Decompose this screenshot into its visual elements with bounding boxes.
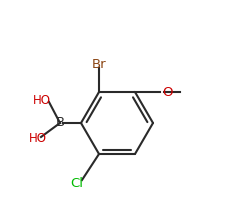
Text: O: O xyxy=(162,86,173,98)
Text: B: B xyxy=(55,116,65,130)
Text: HO: HO xyxy=(33,94,51,106)
Text: HO: HO xyxy=(29,132,47,146)
Text: Br: Br xyxy=(92,58,106,71)
Text: Cl: Cl xyxy=(71,177,84,190)
